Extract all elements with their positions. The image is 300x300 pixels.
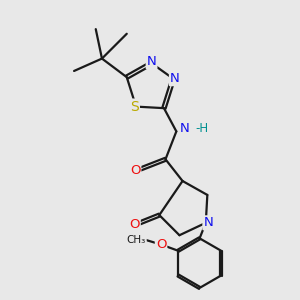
Text: O: O xyxy=(129,218,140,231)
Text: -H: -H xyxy=(195,122,208,135)
Text: N: N xyxy=(170,72,180,85)
Text: N: N xyxy=(203,216,213,229)
Text: N: N xyxy=(180,122,190,135)
Text: CH₃: CH₃ xyxy=(127,235,146,245)
Text: O: O xyxy=(130,164,140,177)
Text: O: O xyxy=(156,238,166,251)
Text: S: S xyxy=(130,100,139,114)
Text: N: N xyxy=(147,55,156,68)
